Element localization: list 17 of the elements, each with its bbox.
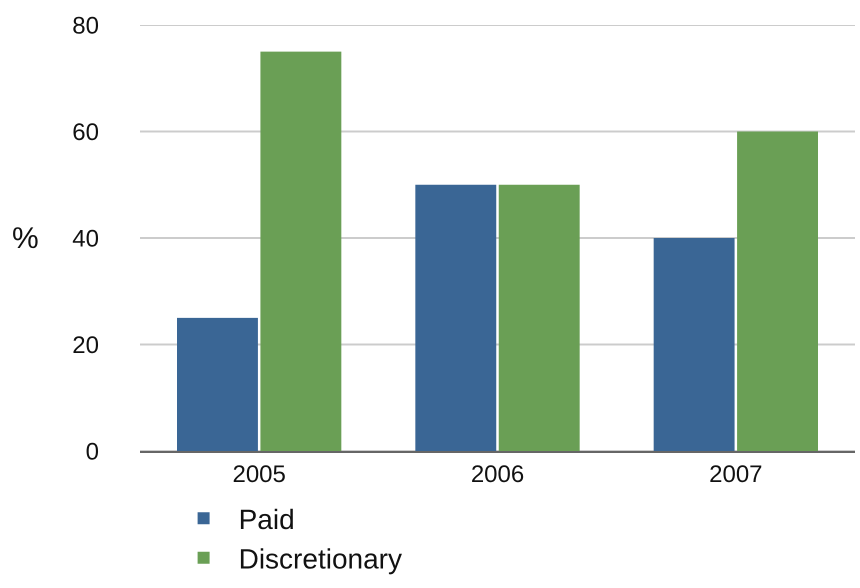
y-tick-label: 80 <box>72 12 99 40</box>
bar <box>654 238 735 451</box>
y-tick-label: 0 <box>86 438 99 466</box>
legend-label: Paid <box>238 504 295 536</box>
bar <box>415 184 496 451</box>
x-tick-label: 2006 <box>470 460 524 488</box>
bar <box>737 132 818 451</box>
y-tick-label: 20 <box>72 332 99 359</box>
legend-label: Discretionary <box>238 544 402 575</box>
x-tick-label: 2007 <box>709 460 763 488</box>
x-tick-label: 2005 <box>232 460 286 488</box>
y-tick-label: 40 <box>72 225 99 252</box>
bar <box>260 52 342 451</box>
y-tick-label: 60 <box>72 118 99 146</box>
bar <box>177 318 258 451</box>
y-axis-title: % <box>12 222 39 255</box>
bar <box>498 184 580 451</box>
